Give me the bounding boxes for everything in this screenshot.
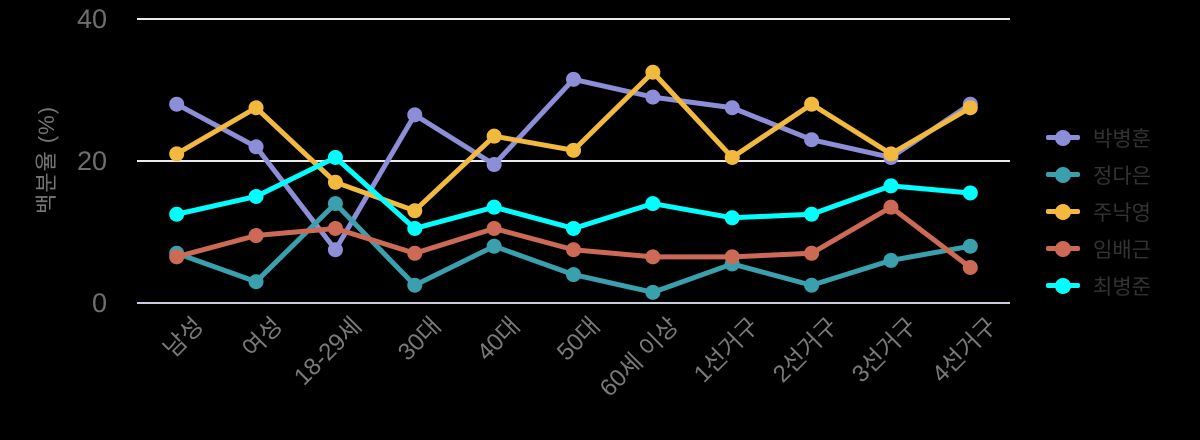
legend-line-dot-icon	[1046, 240, 1080, 257]
data-point	[566, 242, 581, 258]
data-point	[804, 245, 820, 261]
data-point	[883, 146, 899, 162]
data-point	[883, 178, 899, 194]
data-point	[804, 277, 820, 293]
data-point	[724, 249, 740, 265]
data-point	[645, 196, 661, 212]
data-point	[645, 249, 661, 265]
data-point	[883, 199, 899, 215]
series-line-4	[174, 154, 973, 231]
legend-item-4[interactable]: 최병준	[1046, 267, 1151, 304]
series-line-2	[174, 69, 973, 214]
data-point	[407, 220, 423, 236]
y-tick-label: 0	[91, 288, 107, 318]
data-point	[486, 199, 502, 215]
data-point	[407, 277, 423, 293]
data-point	[645, 64, 661, 80]
data-point	[407, 203, 423, 219]
data-point	[962, 238, 978, 254]
data-point	[962, 100, 978, 116]
data-point	[962, 260, 978, 275]
legend-line-dot-icon	[1046, 129, 1080, 146]
data-point	[327, 242, 343, 258]
data-point	[327, 174, 343, 190]
data-point	[248, 228, 264, 244]
legend-item-label: 임배근	[1093, 238, 1151, 262]
data-point	[248, 189, 264, 204]
data-point	[724, 210, 740, 226]
y-tick-label: 40	[76, 4, 107, 34]
data-point	[645, 89, 661, 105]
data-point	[645, 284, 661, 300]
data-point	[327, 149, 343, 165]
legend-line-dot-icon	[1046, 166, 1080, 183]
legend-item-1[interactable]: 정다은	[1046, 156, 1151, 193]
legend-item-2[interactable]: 주낙영	[1046, 193, 1151, 230]
legend-line-dot-icon	[1046, 203, 1080, 220]
data-point	[327, 220, 343, 236]
data-point	[169, 206, 185, 222]
data-point	[248, 274, 264, 290]
data-point	[883, 252, 899, 268]
data-point	[804, 96, 820, 112]
data-point	[804, 132, 820, 148]
data-point	[248, 100, 264, 116]
data-point	[486, 128, 502, 144]
legend-line-dot-icon	[1046, 277, 1080, 294]
data-point	[724, 100, 740, 116]
data-point	[169, 146, 185, 162]
legend-item-3[interactable]: 임배근	[1046, 230, 1151, 267]
data-point	[486, 220, 502, 236]
data-point	[724, 149, 740, 165]
data-point	[169, 96, 185, 112]
data-point	[566, 220, 581, 236]
data-point	[169, 249, 185, 265]
data-point	[804, 206, 820, 222]
legend-item-label: 정다은	[1093, 164, 1151, 188]
series-line-3	[174, 204, 973, 270]
y-tick-label: 20	[76, 146, 107, 176]
data-point	[566, 267, 581, 283]
legend-item-label: 최병준	[1093, 275, 1151, 299]
legend-item-label: 박병훈	[1093, 127, 1151, 151]
data-point	[486, 157, 502, 173]
data-point	[327, 196, 343, 212]
data-point	[248, 139, 264, 155]
data-point	[486, 238, 502, 254]
data-point	[407, 245, 423, 261]
data-point	[566, 71, 581, 87]
data-point	[407, 107, 423, 123]
data-point	[962, 185, 978, 201]
legend-item-0[interactable]: 박병훈	[1046, 119, 1151, 156]
data-point	[566, 142, 581, 158]
legend-item-label: 주낙영	[1093, 201, 1151, 225]
